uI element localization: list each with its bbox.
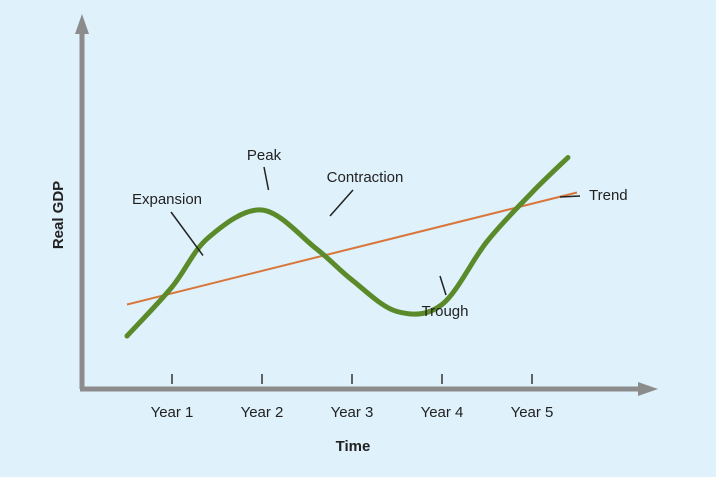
series-layer xyxy=(124,155,578,339)
trend-line xyxy=(126,191,578,306)
y-axis-arrow xyxy=(75,14,89,34)
trough-label: Trough xyxy=(422,303,469,320)
peak-leader xyxy=(263,166,270,191)
x-tick-label: Year 4 xyxy=(421,404,464,421)
annotations: Expansion Peak Contraction Trough Trend xyxy=(132,147,628,320)
contraction-leader xyxy=(329,189,354,217)
expansion-label: Expansion xyxy=(132,191,202,208)
x-axis-title: Time xyxy=(336,438,371,455)
x-tick-label: Year 5 xyxy=(511,404,554,421)
trough-leader xyxy=(439,275,447,296)
x-tick-label: Year 1 xyxy=(151,404,194,421)
x-axis-arrow xyxy=(638,382,658,396)
x-ticks: Year 1 Year 2 Year 3 Year 4 Year 5 xyxy=(151,374,554,421)
trend-label: Trend xyxy=(589,187,628,204)
x-tick-label: Year 2 xyxy=(241,404,284,421)
peak-label: Peak xyxy=(247,147,282,164)
trend-leader xyxy=(559,195,581,198)
axes xyxy=(75,14,658,396)
expansion-leader xyxy=(170,211,204,256)
contraction-label: Contraction xyxy=(327,169,404,186)
x-tick-label: Year 3 xyxy=(331,404,374,421)
y-axis-title: Real GDP xyxy=(50,181,67,249)
business-cycle-line xyxy=(124,155,571,339)
